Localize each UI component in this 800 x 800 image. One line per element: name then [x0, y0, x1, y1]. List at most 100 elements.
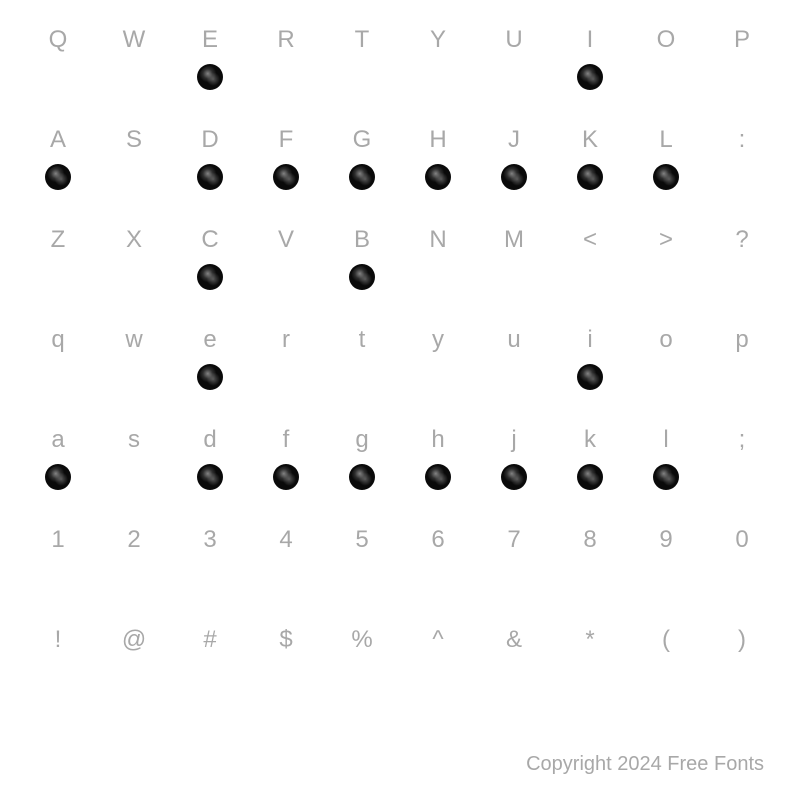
char-cell: ?: [704, 220, 780, 320]
char-cell: U: [476, 20, 552, 120]
char-label: k: [584, 420, 596, 460]
char-label: 8: [583, 520, 596, 560]
char-cell: >: [628, 220, 704, 320]
zodiac-glyph-icon: [45, 464, 71, 490]
char-cell: 8: [552, 520, 628, 620]
char-cell: p: [704, 320, 780, 420]
char-label: r: [282, 320, 290, 360]
char-cell: 3: [172, 520, 248, 620]
character-map-grid: QWERTYUIOPASDFGHJKL:ZXCVBNM<>?qwertyuiop…: [0, 0, 800, 720]
char-label: R: [277, 20, 294, 60]
char-row: !@#$%^&*(): [20, 620, 780, 720]
zodiac-glyph-icon: [577, 464, 603, 490]
char-label: A: [50, 120, 66, 160]
char-cell: N: [400, 220, 476, 320]
char-cell: (: [628, 620, 704, 720]
char-row: qwertyuiop: [20, 320, 780, 420]
char-label: E: [202, 20, 218, 60]
char-cell: E: [172, 20, 248, 120]
char-label: L: [659, 120, 672, 160]
char-cell: C: [172, 220, 248, 320]
zodiac-glyph-icon: [273, 464, 299, 490]
char-label: 3: [203, 520, 216, 560]
char-label: M: [504, 220, 524, 260]
char-label: 6: [431, 520, 444, 560]
char-label: U: [505, 20, 522, 60]
char-cell: J: [476, 120, 552, 220]
char-label: q: [51, 320, 64, 360]
char-cell: I: [552, 20, 628, 120]
zodiac-glyph-icon: [273, 164, 299, 190]
zodiac-glyph-icon: [653, 164, 679, 190]
char-cell: *: [552, 620, 628, 720]
char-cell: !: [20, 620, 96, 720]
char-cell: f: [248, 420, 324, 520]
char-label: u: [507, 320, 520, 360]
char-label: Z: [51, 220, 66, 260]
char-label: s: [128, 420, 140, 460]
zodiac-glyph-icon: [653, 464, 679, 490]
zodiac-glyph-icon: [501, 464, 527, 490]
char-label: X: [126, 220, 142, 260]
char-cell: @: [96, 620, 172, 720]
char-cell: B: [324, 220, 400, 320]
char-label: ;: [739, 420, 746, 460]
char-label: f: [283, 420, 290, 460]
char-cell: l: [628, 420, 704, 520]
char-cell: Q: [20, 20, 96, 120]
char-label: i: [587, 320, 592, 360]
char-label: y: [432, 320, 444, 360]
char-label: D: [201, 120, 218, 160]
char-label: T: [355, 20, 370, 60]
char-label: e: [203, 320, 216, 360]
char-cell: t: [324, 320, 400, 420]
char-label: J: [508, 120, 520, 160]
char-cell: W: [96, 20, 172, 120]
char-cell: u: [476, 320, 552, 420]
zodiac-glyph-icon: [197, 64, 223, 90]
char-label: 0: [735, 520, 748, 560]
char-label: <: [583, 220, 597, 260]
zodiac-glyph-icon: [501, 164, 527, 190]
char-label: O: [657, 20, 676, 60]
char-cell: j: [476, 420, 552, 520]
zodiac-glyph-icon: [197, 164, 223, 190]
char-label: (: [662, 620, 670, 660]
char-label: %: [351, 620, 372, 660]
char-cell: ;: [704, 420, 780, 520]
char-label: o: [659, 320, 672, 360]
char-label: G: [353, 120, 372, 160]
char-row: 1234567890: [20, 520, 780, 620]
char-cell: R: [248, 20, 324, 120]
char-label: l: [663, 420, 668, 460]
copyright-text: Copyright 2024 Free Fonts: [526, 753, 764, 776]
zodiac-glyph-icon: [197, 264, 223, 290]
char-cell: s: [96, 420, 172, 520]
zodiac-glyph-icon: [577, 64, 603, 90]
char-cell: $: [248, 620, 324, 720]
char-label: $: [279, 620, 292, 660]
char-cell: 5: [324, 520, 400, 620]
char-cell: k: [552, 420, 628, 520]
char-label: P: [734, 20, 750, 60]
char-cell: H: [400, 120, 476, 220]
char-label: h: [431, 420, 444, 460]
char-cell: X: [96, 220, 172, 320]
char-cell: ^: [400, 620, 476, 720]
char-label: d: [203, 420, 216, 460]
char-cell: K: [552, 120, 628, 220]
char-label: *: [585, 620, 594, 660]
zodiac-glyph-icon: [577, 364, 603, 390]
zodiac-glyph-icon: [349, 264, 375, 290]
char-label: V: [278, 220, 294, 260]
char-label: ^: [432, 620, 443, 660]
zodiac-glyph-icon: [577, 164, 603, 190]
char-cell: 4: [248, 520, 324, 620]
char-label: B: [354, 220, 370, 260]
char-label: N: [429, 220, 446, 260]
char-label: 2: [127, 520, 140, 560]
char-cell: F: [248, 120, 324, 220]
char-cell: G: [324, 120, 400, 220]
char-cell: S: [96, 120, 172, 220]
char-label: I: [587, 20, 594, 60]
